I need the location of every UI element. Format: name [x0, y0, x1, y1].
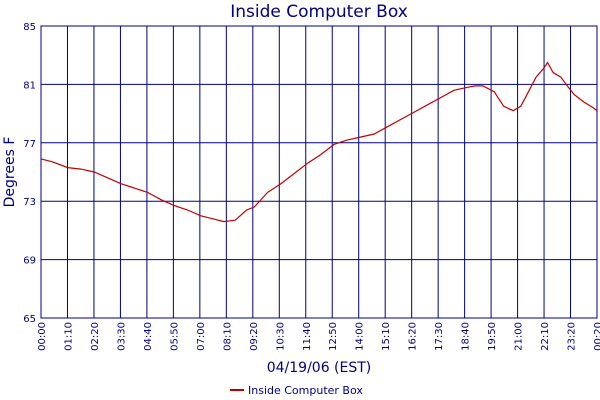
- x-tick-label: 23:20: [567, 322, 578, 351]
- x-tick-label: 00:20: [593, 322, 600, 351]
- legend: Inside Computer Box: [230, 384, 363, 397]
- x-tick-label: 00:00: [37, 322, 48, 351]
- x-tick-label: 16:20: [408, 322, 419, 351]
- x-tick-label: 09:20: [249, 322, 260, 351]
- y-tick-label: 65: [23, 314, 36, 325]
- x-tick-label: 04:40: [143, 322, 154, 351]
- x-tick-label: 14:00: [355, 322, 366, 351]
- x-tick-label: 02:20: [90, 322, 101, 351]
- x-tick-label: 19:50: [487, 322, 498, 351]
- y-tick-label: 81: [23, 80, 36, 91]
- y-tick-label: 69: [23, 256, 36, 267]
- plot-area-frame: [40, 25, 598, 319]
- x-tick-label: 10:30: [275, 322, 286, 351]
- grid-lines: [40, 25, 598, 319]
- series-line: [40, 61, 598, 223]
- x-tick-label: 11:40: [302, 322, 313, 351]
- x-tick-label: 18:40: [461, 322, 472, 351]
- y-axis-ticks: 65 69 73 77 81 85: [23, 22, 36, 325]
- x-tick-label: 21:00: [514, 322, 525, 351]
- x-tick-label: 08:10: [222, 322, 233, 351]
- y-axis-label: Degrees F: [2, 137, 18, 208]
- x-axis-label: 04/19/06 (EST): [267, 360, 372, 376]
- x-axis-ticks: 00:00 01:10 02:20 03:30 04:40 05:50 07:00 08:10…: [37, 322, 600, 351]
- x-tick-label: 01:10: [63, 322, 74, 351]
- legend-label: Inside Computer Box: [248, 384, 363, 397]
- y-tick-label: 73: [23, 197, 36, 208]
- x-tick-label: 05:50: [169, 322, 180, 351]
- x-tick-label: 22:10: [540, 322, 551, 351]
- x-tick-label: 07:00: [196, 322, 207, 351]
- chart-title: Inside Computer Box: [230, 2, 408, 22]
- x-tick-label: 03:30: [116, 322, 127, 351]
- series-group: [40, 61, 598, 223]
- x-tick-label: 15:10: [381, 322, 392, 351]
- x-tick-label: 17:30: [434, 322, 445, 351]
- x-tick-label: 12:50: [328, 322, 339, 351]
- y-tick-label: 77: [23, 139, 36, 150]
- y-tick-label: 85: [23, 22, 36, 33]
